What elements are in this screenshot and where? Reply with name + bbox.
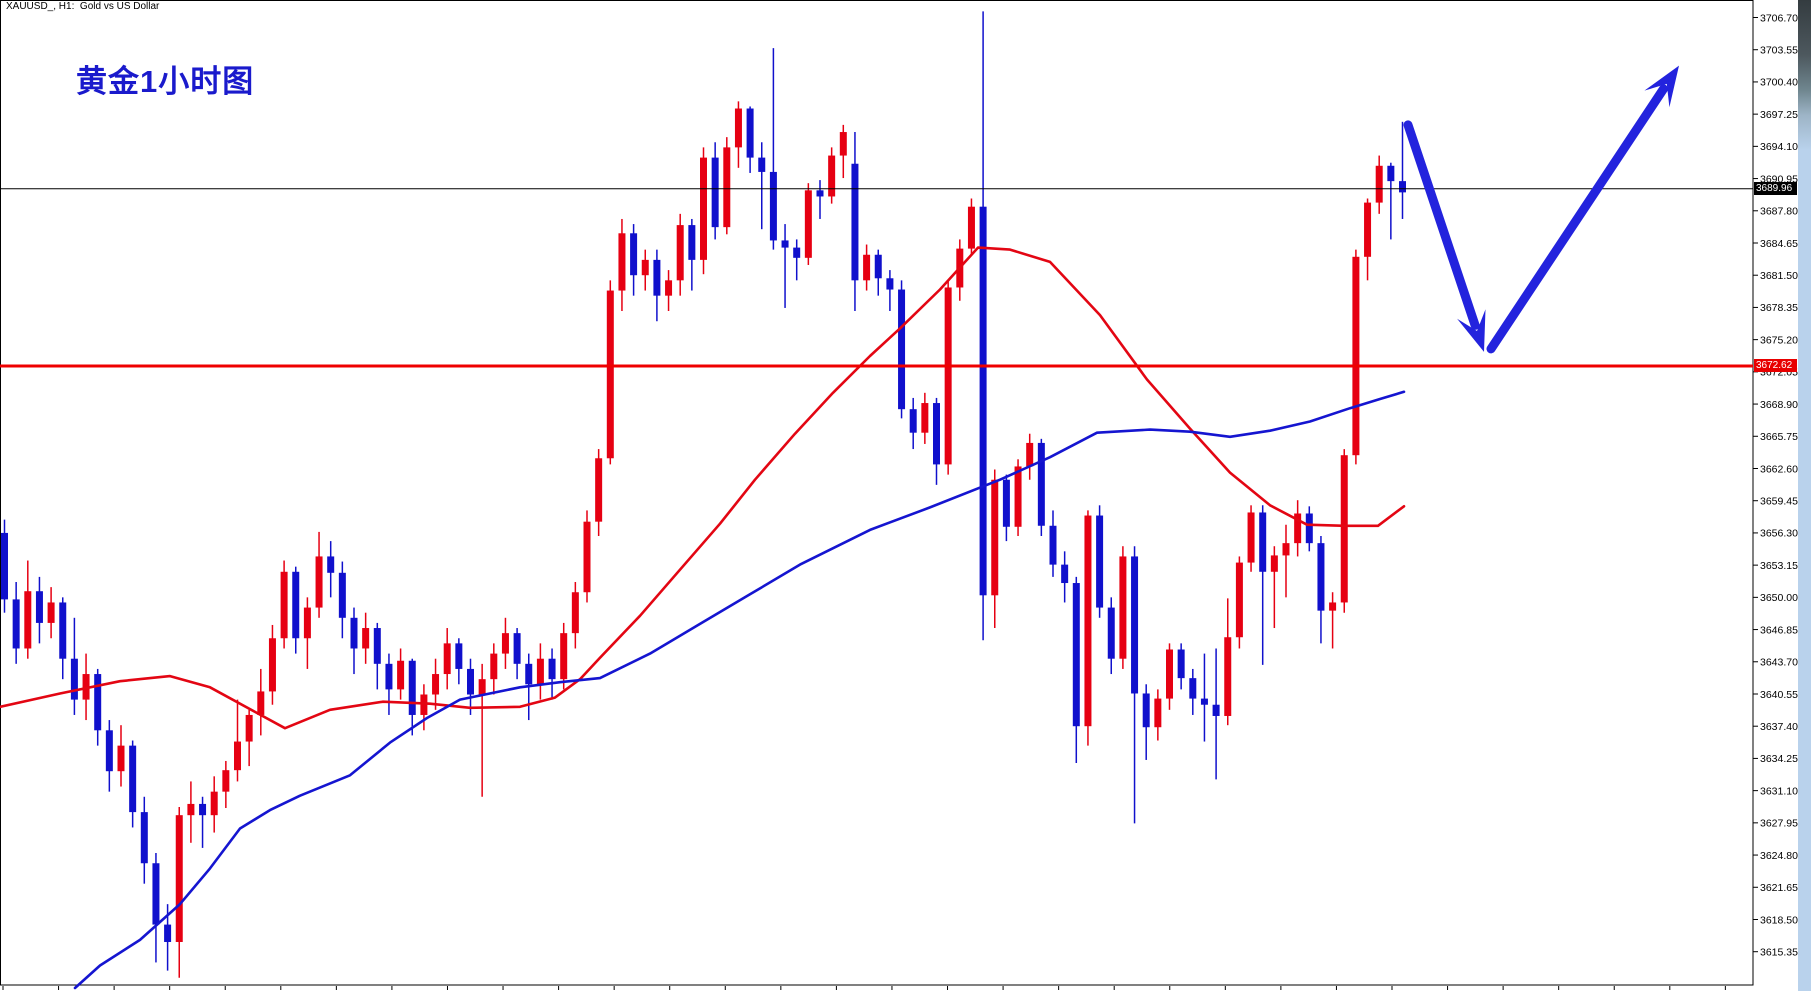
price-tick-label: 3624.80	[1760, 850, 1798, 862]
price-tick-label: 3637.40	[1760, 721, 1798, 733]
price-tick-label: 3694.10	[1760, 141, 1798, 153]
price-tick-label: 3615.35	[1760, 946, 1798, 958]
price-tick-label: 3697.25	[1760, 109, 1798, 121]
price-tick-label: 3675.20	[1760, 334, 1798, 346]
price-axis: 3706.703703.553700.403697.253694.103690.…	[1752, 12, 1798, 958]
price-tick-label: 3634.25	[1760, 753, 1798, 765]
candlestick-series	[1, 11, 1406, 978]
symbol-timeframe-label: XAUUSD_, H1: Gold vs US Dollar	[6, 1, 160, 12]
price-tick-label: 3659.45	[1760, 496, 1798, 508]
price-tick-label: 3668.90	[1760, 399, 1798, 411]
price-tick-label: 3665.75	[1760, 431, 1798, 443]
chart-plot-area[interactable]	[0, 0, 1754, 986]
price-tick-label: 3703.55	[1760, 45, 1798, 57]
price-tick-label: 3631.10	[1760, 785, 1798, 797]
time-axis-ticks	[2, 986, 1726, 990]
price-tick-label: 3687.80	[1760, 206, 1798, 218]
price-tick-label: 3662.60	[1760, 463, 1798, 475]
desktop-background-strip	[1798, 0, 1811, 991]
price-tick-label: 3678.35	[1760, 302, 1798, 314]
ma-blue-line[interactable]	[73, 390, 1406, 990]
chart-title-annotation[interactable]: 黄金1小时图	[76, 64, 255, 99]
forecast-arrow-down[interactable]	[1403, 120, 1486, 352]
price-tick-label: 3656.30	[1760, 528, 1798, 540]
current-price-tag: 3689.96	[1754, 182, 1797, 195]
support-price-value: 3672.62	[1756, 360, 1793, 371]
forecast-arrow-up[interactable]	[1486, 65, 1679, 354]
current-price-value: 3689.96	[1756, 183, 1793, 194]
price-tick-label: 3640.55	[1760, 689, 1798, 701]
price-tick-label: 3621.65	[1760, 882, 1798, 894]
price-tick-label: 3653.15	[1760, 560, 1798, 572]
price-tick-label: 3643.70	[1760, 657, 1798, 669]
price-tick-label: 3684.65	[1760, 238, 1798, 250]
price-tick-label: 3700.40	[1760, 77, 1798, 89]
price-tick-label: 3706.70	[1760, 12, 1798, 24]
price-tick-label: 3650.00	[1760, 592, 1798, 604]
support-price-tag: 3672.62	[1754, 359, 1797, 372]
price-tick-label: 3646.85	[1760, 624, 1798, 636]
price-tick-label: 3618.50	[1760, 914, 1798, 926]
ma-red-line[interactable]	[0, 246, 1406, 730]
price-tick-label: 3627.95	[1760, 818, 1798, 830]
price-tick-label: 3681.50	[1760, 270, 1798, 282]
